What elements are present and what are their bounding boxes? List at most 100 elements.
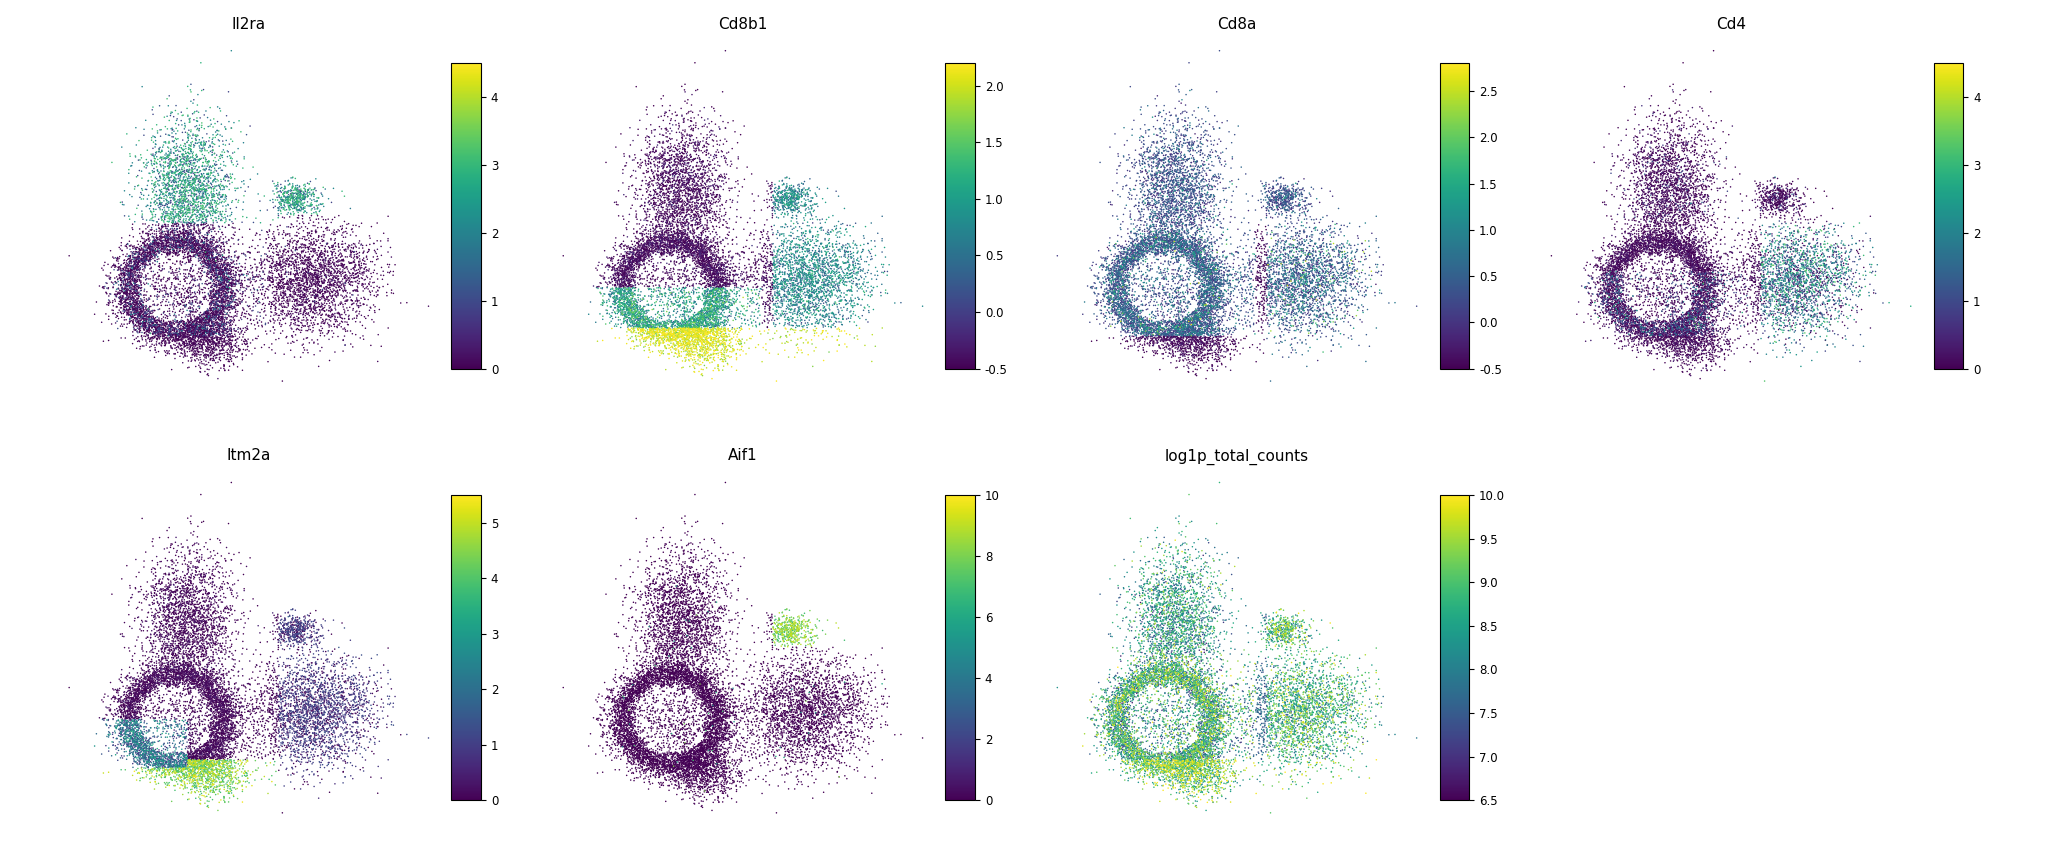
Point [688, 678, 721, 692]
Point [616, 305, 649, 319]
Point [1266, 286, 1298, 300]
Point [315, 676, 348, 690]
Point [1182, 591, 1214, 604]
Point [1616, 254, 1649, 268]
Point [1165, 243, 1198, 256]
Point [1182, 671, 1214, 685]
Point [281, 247, 313, 261]
Point [1180, 181, 1212, 195]
Point [707, 735, 739, 749]
Point [186, 329, 219, 343]
Point [1614, 237, 1647, 251]
Point [199, 344, 231, 357]
Point [1163, 251, 1196, 265]
Point [700, 281, 733, 295]
Point [649, 180, 682, 193]
Point [598, 258, 631, 272]
Point [686, 743, 719, 757]
Point [1174, 590, 1206, 604]
Point [1155, 752, 1188, 765]
Point [1260, 197, 1292, 210]
Point [672, 245, 705, 259]
Point [623, 693, 655, 706]
Point [1679, 174, 1712, 187]
Point [1141, 752, 1174, 765]
Point [1163, 231, 1196, 245]
Point [186, 308, 219, 321]
Point [1260, 709, 1292, 722]
Point [1679, 251, 1712, 265]
Point [649, 651, 682, 664]
Point [702, 590, 735, 604]
Point [1122, 686, 1155, 699]
Point [1300, 263, 1333, 277]
Point [303, 648, 336, 662]
Point [1188, 172, 1221, 186]
Point [1630, 110, 1663, 124]
Point [711, 699, 743, 712]
Point [178, 615, 211, 628]
Point [1186, 657, 1219, 670]
Point [1343, 220, 1376, 233]
Point [694, 304, 727, 317]
Point [197, 200, 229, 214]
Point [1165, 677, 1198, 691]
Point [162, 667, 195, 681]
Point [1108, 723, 1141, 737]
Point [696, 331, 729, 345]
Point [125, 716, 158, 729]
Point [782, 721, 815, 734]
Point [668, 323, 700, 337]
Point [209, 693, 242, 707]
Point [281, 668, 313, 681]
Point [1128, 245, 1161, 258]
Point [1159, 319, 1192, 333]
Point [211, 280, 244, 293]
Point [639, 670, 672, 684]
Point [604, 728, 637, 741]
Point [1260, 697, 1292, 711]
Point [180, 595, 213, 609]
Point [750, 663, 782, 677]
Point [758, 257, 791, 271]
Point [1798, 303, 1831, 316]
Point [1769, 333, 1802, 346]
Point [168, 630, 201, 644]
Point [1204, 276, 1237, 290]
Point [1278, 703, 1311, 716]
Point [1112, 684, 1145, 698]
Point [289, 672, 322, 686]
Point [1161, 160, 1194, 174]
Point [1743, 201, 1776, 215]
Point [307, 256, 340, 269]
Point [702, 699, 735, 712]
Point [752, 263, 784, 277]
Point [1774, 285, 1806, 298]
Point [295, 260, 328, 274]
Point [1618, 247, 1651, 261]
Point [629, 262, 662, 275]
Point [807, 257, 840, 271]
Point [690, 219, 723, 233]
Point [125, 151, 158, 165]
Point [1176, 746, 1208, 760]
Point [301, 715, 334, 728]
Point [291, 229, 324, 243]
Point [1110, 294, 1143, 308]
Point [199, 298, 231, 311]
Point [1208, 782, 1241, 796]
Point [338, 297, 371, 310]
Point [688, 772, 721, 786]
Point [1169, 622, 1202, 635]
Point [1178, 306, 1210, 320]
Point [803, 699, 836, 712]
Point [207, 274, 240, 287]
Point [195, 677, 227, 691]
Point [1280, 260, 1313, 274]
Point [180, 760, 213, 774]
Point [659, 315, 692, 328]
Point [1243, 683, 1276, 697]
Point [793, 738, 825, 752]
Point [1165, 348, 1198, 362]
Point [160, 284, 193, 298]
